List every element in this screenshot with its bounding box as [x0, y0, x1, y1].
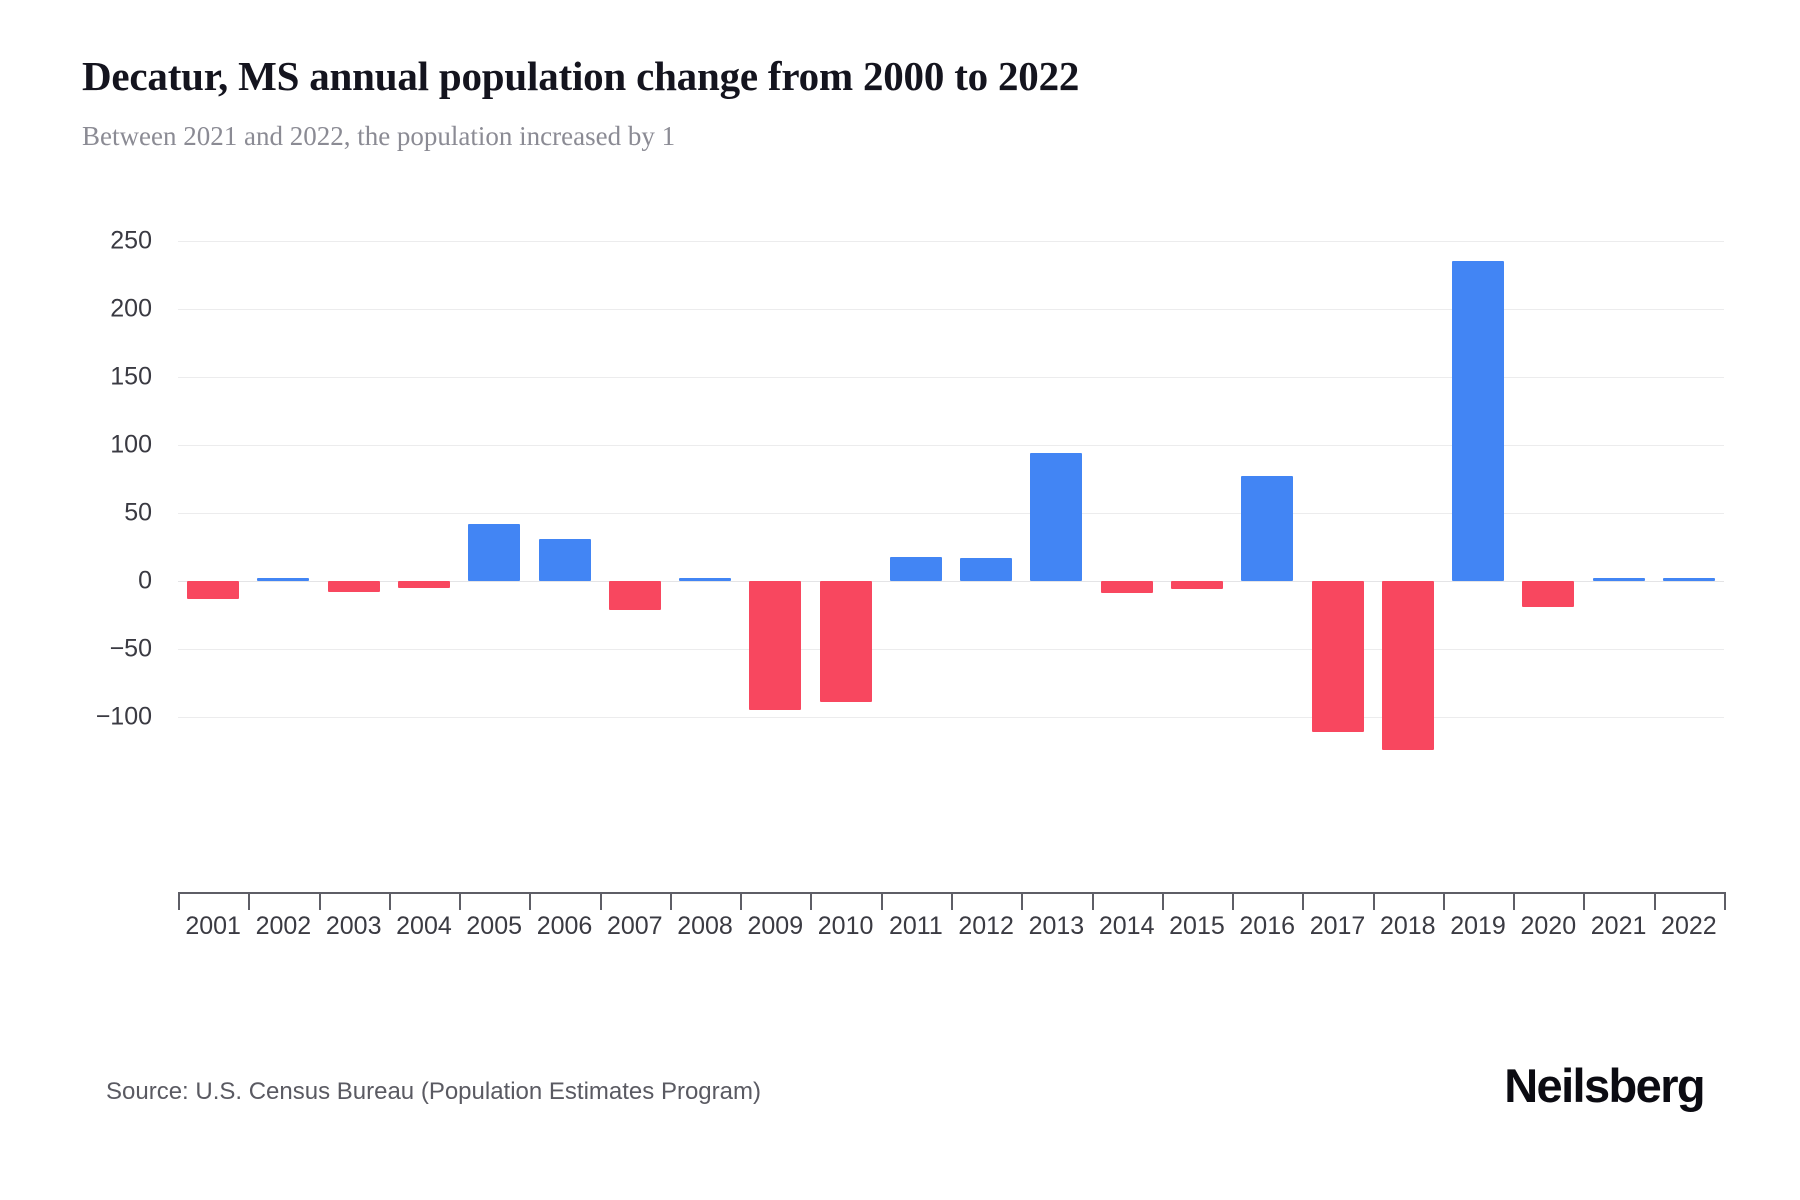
source-note: Source: U.S. Census Bureau (Population E… — [106, 1078, 761, 1105]
bar-2017[interactable] — [1311, 581, 1364, 732]
gridline — [178, 377, 1724, 378]
x-tick-label-2006: 2006 — [536, 912, 593, 940]
bar-2019[interactable] — [1452, 261, 1505, 581]
bar-2002[interactable] — [257, 578, 310, 581]
x-tick-mark — [388, 892, 391, 910]
bar-2007[interactable] — [608, 581, 661, 610]
bar-2015[interactable] — [1170, 581, 1223, 590]
x-tick-mark — [1372, 892, 1375, 910]
x-tick-label-2008: 2008 — [677, 912, 733, 940]
x-tick-mark — [529, 892, 532, 910]
x-tick-label-2011: 2011 — [888, 912, 943, 940]
x-tick-mark — [1513, 892, 1516, 910]
x-tick-mark — [951, 892, 953, 910]
page-title: Decatur, MS annual population change fro… — [82, 53, 1080, 99]
x-tick-label-2019: 2019 — [1450, 912, 1506, 940]
bar-2021[interactable] — [1592, 578, 1645, 581]
bar-2006[interactable] — [538, 538, 591, 581]
x-tick-label-2020: 2020 — [1520, 912, 1577, 940]
bar-2014[interactable] — [1100, 581, 1153, 594]
bar-2008[interactable] — [679, 578, 732, 581]
x-tick-label-2003: 2003 — [325, 912, 382, 940]
x-tick-label-2012: 2012 — [958, 912, 1014, 940]
brand-logo: Neilsberg — [1504, 1059, 1705, 1112]
x-tick-mark — [459, 892, 462, 910]
x-tick-mark — [669, 892, 672, 910]
gridline — [178, 445, 1724, 446]
gridline — [178, 717, 1724, 718]
y-tick-label: 0 — [138, 566, 152, 595]
bar-2013[interactable] — [1030, 453, 1083, 581]
x-tick-label-2022: 2022 — [1661, 912, 1717, 940]
x-tick-label-2017: 2017 — [1309, 912, 1366, 940]
x-tick-label-2016: 2016 — [1239, 912, 1296, 940]
x-tick-mark — [740, 892, 743, 910]
x-tick-mark — [810, 892, 813, 910]
x-tick-mark — [1583, 892, 1586, 910]
bar-2003[interactable] — [327, 581, 380, 592]
x-tick-label-2005: 2005 — [466, 912, 523, 940]
x-tick-label-2007: 2007 — [606, 912, 663, 940]
x-tick-label-2013: 2013 — [1028, 912, 1085, 940]
x-tick-label-2004: 2004 — [396, 912, 452, 940]
y-tick-label: 50 — [124, 498, 152, 527]
chart-header: Decatur, MS annual population change fro… — [82, 50, 1702, 154]
x-tick-mark — [599, 892, 602, 910]
x-tick-mark — [1091, 892, 1094, 910]
x-tick-label-2010: 2010 — [817, 912, 874, 940]
x-tick-label-2009: 2009 — [747, 912, 804, 940]
bar-2018[interactable] — [1381, 581, 1434, 750]
gridline — [178, 309, 1724, 310]
y-tick-label: 250 — [110, 226, 152, 255]
x-tick-mark — [178, 892, 180, 910]
bar-2011[interactable] — [889, 556, 942, 581]
y-tick-label: 150 — [110, 362, 152, 391]
gridline — [178, 241, 1724, 242]
x-tick-label-2018: 2018 — [1379, 912, 1436, 940]
bar-2022[interactable] — [1662, 578, 1715, 581]
x-tick-label-2015: 2015 — [1169, 912, 1225, 940]
bar-2020[interactable] — [1522, 581, 1575, 607]
y-tick-label: 200 — [110, 294, 152, 323]
gridline — [178, 581, 1724, 582]
bar-2001[interactable] — [187, 581, 240, 599]
x-tick-mark — [1653, 892, 1656, 910]
x-tick-label-2001: 2001 — [185, 912, 241, 940]
x-tick-label-2014: 2014 — [1098, 912, 1155, 940]
y-tick-label: −100 — [95, 702, 152, 731]
x-tick-label-2021: 2021 — [1590, 912, 1647, 940]
gridline — [178, 649, 1724, 650]
x-tick-mark — [1724, 892, 1726, 910]
x-tick-mark — [1232, 892, 1235, 910]
x-tick-mark — [1021, 892, 1024, 910]
bar-2012[interactable] — [960, 557, 1013, 581]
x-tick-label-2002: 2002 — [255, 912, 312, 940]
x-tick-mark — [1161, 892, 1164, 910]
chart-subtitle: Between 2021 and 2022, the population in… — [82, 121, 676, 151]
x-tick-mark — [248, 892, 251, 910]
x-tick-mark — [880, 892, 883, 910]
bar-2004[interactable] — [397, 581, 450, 588]
x-tick-mark — [1302, 892, 1305, 910]
bar-2005[interactable] — [468, 523, 521, 581]
gridline — [178, 513, 1724, 514]
bar-2010[interactable] — [819, 581, 872, 703]
y-tick-label: 100 — [110, 430, 152, 459]
y-tick-label: −50 — [109, 634, 152, 663]
bar-2009[interactable] — [749, 581, 802, 711]
bar-2016[interactable] — [1241, 476, 1294, 581]
x-tick-mark — [318, 892, 321, 910]
x-tick-mark — [1442, 892, 1445, 910]
